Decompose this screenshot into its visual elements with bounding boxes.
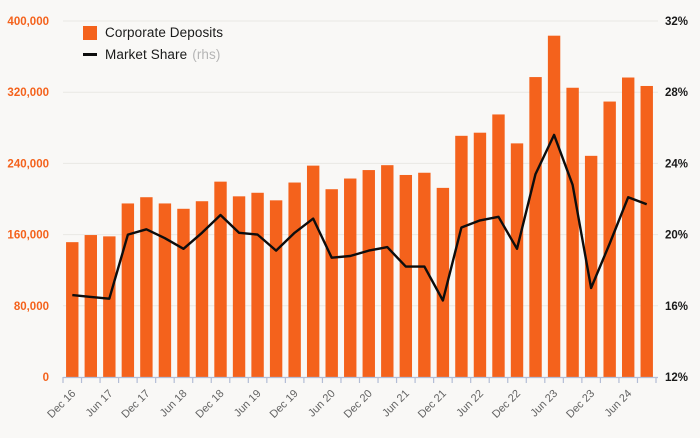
bar-corporate-deposits	[547, 35, 561, 378]
legend-item-market-share: Market Share (rhs)	[83, 47, 223, 62]
x-axis-label: Jun 23	[528, 388, 560, 420]
bar-corporate-deposits	[232, 196, 246, 377]
y-axis-label-left: 80,000	[14, 301, 49, 313]
y-axis-label-left: 400,000	[7, 16, 49, 28]
legend: Corporate Deposits Market Share (rhs)	[83, 25, 223, 62]
bar-corporate-deposits	[325, 189, 338, 377]
bar-corporate-deposits	[362, 170, 375, 377]
bar-corporate-deposits	[640, 85, 653, 377]
x-axis-label: Dec 19	[268, 388, 301, 421]
x-axis-label: Dec 16	[45, 388, 78, 421]
bar-corporate-deposits	[344, 178, 357, 377]
x-axis-label: Dec 23	[564, 388, 597, 421]
x-axis-label: Dec 21	[416, 388, 449, 421]
x-axis-label: Jun 18	[158, 388, 190, 420]
bar-corporate-deposits	[306, 165, 320, 377]
bar-corporate-deposits	[603, 101, 616, 378]
x-axis-label: Dec 18	[194, 388, 227, 421]
bar-corporate-deposits	[251, 192, 264, 377]
y-axis-label-right: 12%	[665, 372, 688, 384]
x-axis-label: Jun 19	[232, 388, 264, 420]
bar-series-swatch-icon	[83, 25, 97, 40]
y-axis-label-right: 24%	[665, 158, 688, 170]
x-axis-label: Dec 17	[119, 388, 152, 421]
bar-corporate-deposits	[436, 187, 450, 377]
x-axis-label: Jun 21	[380, 388, 412, 420]
x-axis-label: Jun 22	[454, 388, 486, 420]
x-axis-label: Jun 24	[602, 388, 634, 420]
x-axis-label: Dec 22	[490, 388, 523, 421]
legend-label-corporate-deposits: Corporate Deposits	[105, 25, 224, 40]
bar-corporate-deposits	[269, 200, 283, 377]
y-axis-label-right: 32%	[665, 16, 688, 28]
bar-corporate-deposits	[510, 143, 524, 377]
bar-corporate-deposits	[214, 181, 227, 377]
bar-corporate-deposits	[121, 203, 135, 377]
y-axis-label-left: 240,000	[7, 158, 49, 170]
bar-corporate-deposits	[66, 242, 79, 377]
bar-corporate-deposits	[399, 174, 413, 377]
legend-item-corporate-deposits: Corporate Deposits	[83, 25, 223, 40]
y-axis-label-right: 28%	[665, 87, 688, 99]
bar-corporate-deposits	[381, 165, 394, 377]
y-axis-label-left: 320,000	[7, 87, 49, 99]
bar-corporate-deposits	[140, 197, 153, 377]
y-axis-label-right: 16%	[665, 301, 688, 313]
y-axis-label-left: 160,000	[7, 230, 49, 242]
bar-corporate-deposits	[473, 132, 487, 377]
legend-label-rhs-suffix: (rhs)	[192, 47, 221, 62]
market-share-line	[72, 133, 648, 302]
bar-corporate-deposits	[177, 208, 190, 377]
bar-corporate-deposits	[84, 235, 97, 377]
bar-corporate-deposits	[622, 77, 635, 377]
x-axis-label: Dec 20	[342, 388, 375, 421]
bar-corporate-deposits	[492, 114, 505, 377]
legend-label-market-share: Market Share (rhs)	[105, 47, 221, 62]
bar-corporate-deposits	[529, 77, 542, 377]
bar-corporate-deposits	[455, 135, 468, 377]
bar-corporate-deposits	[195, 201, 209, 377]
x-axis-label: Jun 17	[84, 388, 116, 420]
y-axis-label-right: 20%	[665, 230, 688, 242]
x-axis-label: Jun 20	[306, 388, 338, 420]
bar-corporate-deposits	[566, 87, 579, 377]
bar-corporate-deposits	[158, 203, 172, 377]
bar-corporate-deposits	[288, 182, 301, 377]
bar-corporate-deposits	[584, 155, 598, 377]
bar-corporate-deposits	[418, 172, 431, 377]
y-axis-label-left: 0	[43, 372, 49, 384]
line-series-swatch-icon	[83, 53, 97, 56]
bar-corporate-deposits	[103, 236, 116, 377]
